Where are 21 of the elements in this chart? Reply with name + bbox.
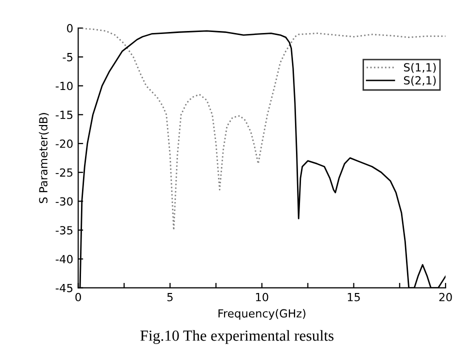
y-tick-label: -45 — [56, 284, 72, 292]
y-tick-label: -30 — [56, 197, 73, 206]
y-tick-label: -5 — [62, 53, 72, 62]
y-tick-label: -10 — [56, 82, 73, 90]
line-series — [78, 28, 446, 231]
x-axis-title: Frequency(GHz) — [218, 309, 306, 320]
x-tick-label: 15 — [348, 293, 360, 302]
legend-label: S(2,1) — [404, 76, 436, 86]
y-tick-label: -20 — [56, 139, 73, 148]
x-tick-label: 5 — [167, 293, 173, 302]
y-tick-label: -25 — [56, 168, 72, 177]
x-tick-label: 10 — [256, 292, 268, 302]
x-tick-label: 20 — [439, 292, 452, 302]
y-tick-label: -35 — [56, 226, 72, 234]
y-tick-label: -40 — [56, 254, 73, 264]
legend-label: S(1,1) — [404, 62, 436, 73]
y-tick-label: -15 — [56, 110, 72, 120]
y-axis-title: S Parameter(dB) — [38, 113, 49, 204]
y-tick-label: 0 — [67, 24, 73, 32]
x-tick-label: 0 — [75, 292, 82, 302]
caption: Fig.10 The experimental results — [140, 330, 334, 344]
